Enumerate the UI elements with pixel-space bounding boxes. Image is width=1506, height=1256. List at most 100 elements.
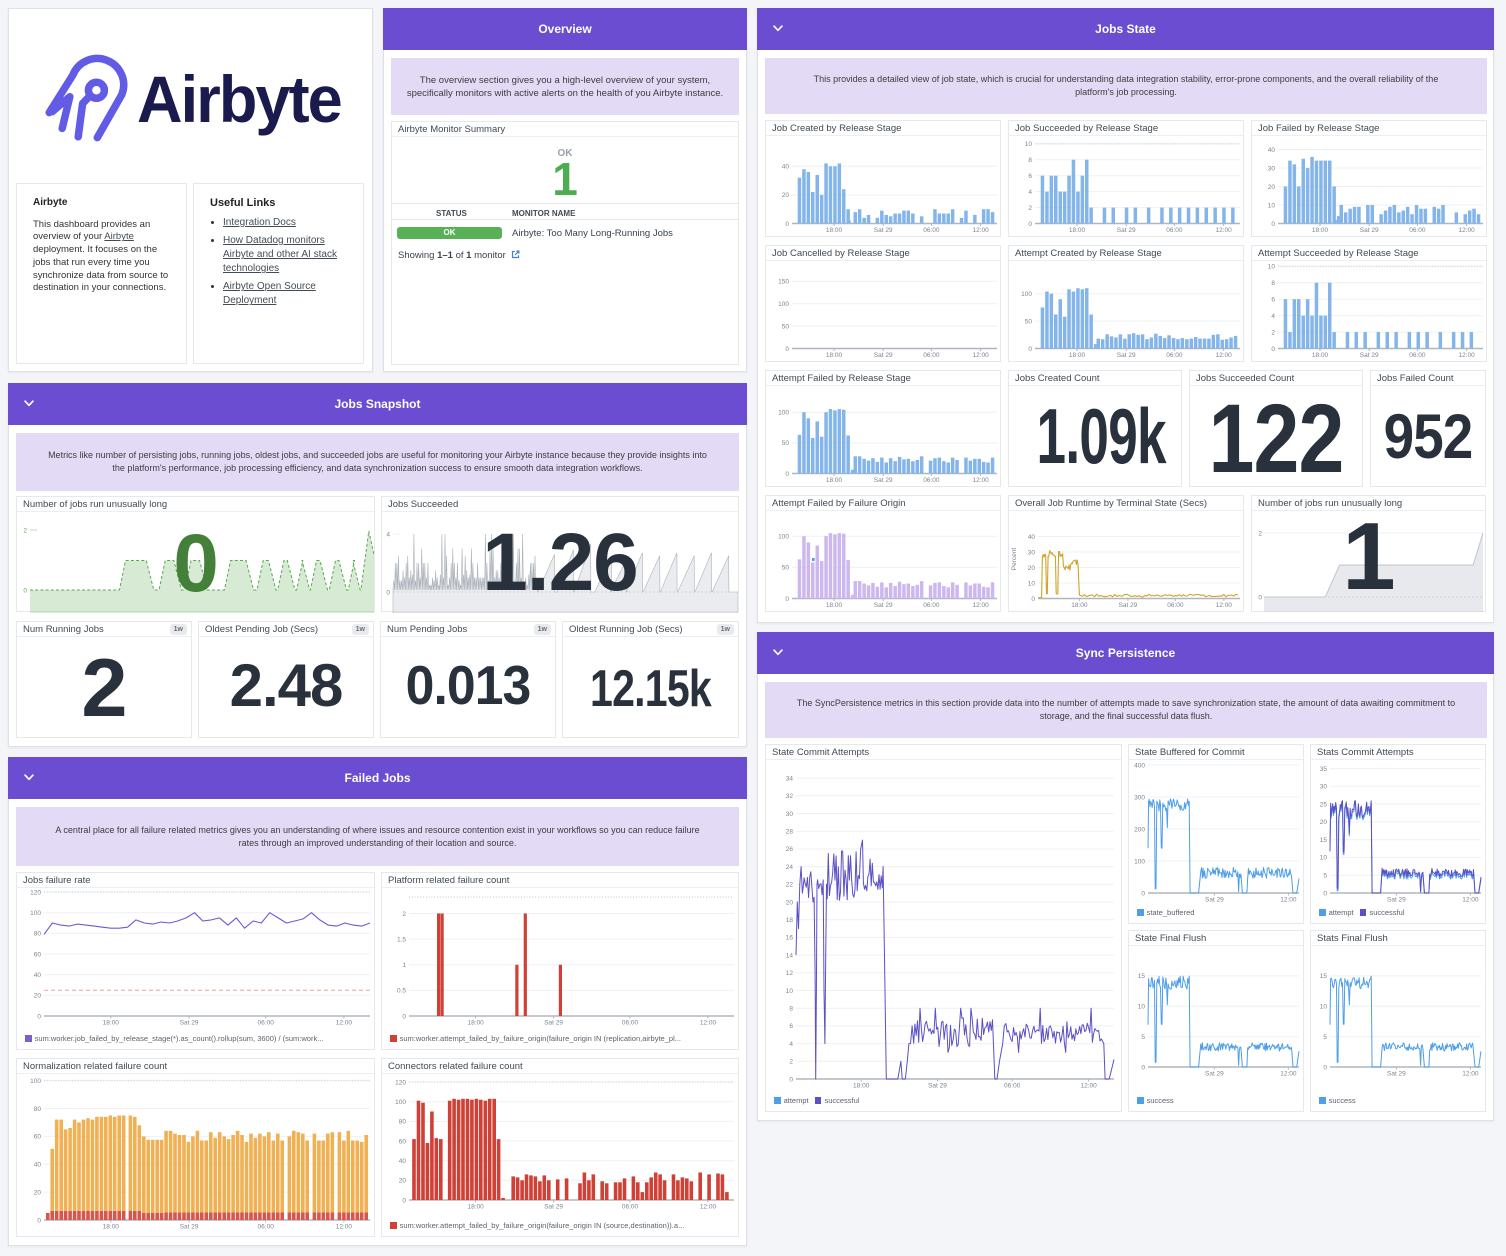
svg-text:12:00: 12:00: [336, 1020, 353, 1027]
svg-text:6: 6: [1271, 297, 1275, 304]
svg-text:12:00: 12:00: [972, 602, 989, 609]
svg-text:28: 28: [786, 829, 794, 836]
svg-text:0: 0: [1031, 596, 1035, 603]
svg-text:40: 40: [782, 164, 790, 171]
svg-text:Sat 29: Sat 29: [180, 1224, 199, 1231]
svg-text:40: 40: [34, 972, 42, 979]
svg-text:12:00: 12:00: [1216, 602, 1233, 609]
svg-text:120: 120: [30, 889, 41, 896]
svg-text:6: 6: [789, 1023, 793, 1030]
svg-text:Sat 29: Sat 29: [1205, 897, 1224, 904]
svg-text:20: 20: [34, 1189, 42, 1196]
svg-text:0: 0: [785, 346, 789, 353]
svg-text:18:00: 18:00: [826, 602, 843, 609]
svg-text:2: 2: [1271, 329, 1275, 336]
svg-text:40: 40: [399, 1158, 407, 1165]
svg-text:0: 0: [785, 221, 789, 228]
svg-text:24: 24: [786, 864, 794, 871]
svg-text:40: 40: [1028, 534, 1036, 541]
svg-text:10: 10: [1025, 141, 1033, 148]
svg-text:20: 20: [399, 1178, 407, 1185]
svg-text:06:00: 06:00: [923, 227, 940, 234]
svg-text:20: 20: [1320, 819, 1328, 826]
svg-text:100: 100: [395, 1099, 406, 1106]
svg-text:10: 10: [1268, 202, 1276, 209]
svg-text:Sat 29: Sat 29: [1119, 602, 1138, 609]
svg-text:5: 5: [1141, 1034, 1145, 1041]
svg-text:6: 6: [1028, 173, 1032, 180]
svg-text:30: 30: [1028, 549, 1036, 556]
svg-text:40: 40: [34, 1162, 42, 1169]
svg-text:20: 20: [34, 993, 42, 1000]
svg-text:2: 2: [1028, 205, 1032, 212]
svg-text:0: 0: [1271, 221, 1275, 228]
svg-text:18:00: 18:00: [1312, 352, 1329, 359]
svg-text:22: 22: [786, 882, 794, 889]
svg-text:Sat 29: Sat 29: [1387, 1071, 1406, 1078]
svg-text:4: 4: [789, 1041, 793, 1048]
svg-text:10: 10: [1138, 1004, 1146, 1011]
svg-text:12:00: 12:00: [1280, 897, 1297, 904]
svg-text:Sat 29: Sat 29: [874, 227, 893, 234]
svg-text:4: 4: [386, 531, 390, 538]
svg-text:12:00: 12:00: [1080, 1083, 1097, 1090]
svg-text:50: 50: [782, 323, 790, 330]
svg-text:25: 25: [1320, 801, 1328, 808]
svg-text:8: 8: [1271, 280, 1275, 287]
svg-text:400: 400: [1134, 762, 1145, 769]
svg-text:100: 100: [778, 410, 789, 417]
svg-text:06:00: 06:00: [923, 602, 940, 609]
svg-text:12:00: 12:00: [1458, 352, 1475, 359]
svg-text:20: 20: [782, 192, 790, 199]
svg-text:12:00: 12:00: [1215, 352, 1232, 359]
svg-text:06:00: 06:00: [1167, 602, 1184, 609]
svg-text:12:00: 12:00: [1462, 1071, 1479, 1078]
svg-text:Sat 29: Sat 29: [1117, 352, 1136, 359]
svg-text:12:00: 12:00: [972, 227, 989, 234]
svg-text:Sat 29: Sat 29: [1360, 227, 1379, 234]
svg-text:0: 0: [402, 1197, 406, 1204]
svg-text:150: 150: [778, 279, 789, 286]
svg-text:4: 4: [1028, 189, 1032, 196]
svg-text:15: 15: [1320, 973, 1328, 980]
svg-text:0: 0: [1323, 890, 1327, 897]
svg-text:300: 300: [1134, 794, 1145, 801]
svg-text:18:00: 18:00: [1071, 602, 1088, 609]
svg-text:8: 8: [1028, 157, 1032, 164]
svg-text:18:00: 18:00: [467, 1204, 484, 1211]
svg-text:12:00: 12:00: [1215, 227, 1232, 234]
svg-text:200: 200: [1134, 826, 1145, 833]
svg-text:12:00: 12:00: [972, 477, 989, 484]
svg-text:32: 32: [786, 793, 794, 800]
svg-text:0: 0: [1323, 1064, 1327, 1071]
svg-text:10: 10: [1320, 855, 1328, 862]
svg-text:120: 120: [395, 1079, 406, 1086]
svg-text:2: 2: [402, 911, 406, 918]
svg-text:18:00: 18:00: [826, 352, 843, 359]
svg-text:12:00: 12:00: [336, 1224, 353, 1231]
svg-text:2: 2: [23, 527, 27, 534]
svg-text:14: 14: [786, 952, 794, 959]
svg-text:06:00: 06:00: [258, 1020, 275, 1027]
svg-text:12:00: 12:00: [700, 1020, 717, 1027]
svg-text:50: 50: [1025, 318, 1033, 325]
svg-text:0: 0: [1258, 594, 1262, 601]
svg-text:Sat 29: Sat 29: [1205, 1071, 1224, 1078]
svg-text:06:00: 06:00: [622, 1204, 639, 1211]
svg-text:80: 80: [399, 1119, 407, 1126]
svg-text:0: 0: [386, 589, 390, 596]
svg-text:1: 1: [402, 962, 406, 969]
svg-text:15: 15: [1320, 837, 1328, 844]
svg-text:18:00: 18:00: [1312, 227, 1329, 234]
svg-text:Sat 29: Sat 29: [874, 352, 893, 359]
svg-text:1.5: 1.5: [397, 936, 406, 943]
svg-text:10: 10: [786, 988, 794, 995]
svg-text:18: 18: [786, 917, 794, 924]
svg-text:0: 0: [1271, 346, 1275, 353]
svg-text:16: 16: [786, 935, 794, 942]
svg-text:Sat 29: Sat 29: [180, 1020, 199, 1027]
svg-text:30: 30: [1320, 784, 1328, 791]
svg-text:4: 4: [1271, 313, 1275, 320]
svg-text:Sat 29: Sat 29: [1360, 352, 1379, 359]
svg-text:18:00: 18:00: [103, 1224, 120, 1231]
